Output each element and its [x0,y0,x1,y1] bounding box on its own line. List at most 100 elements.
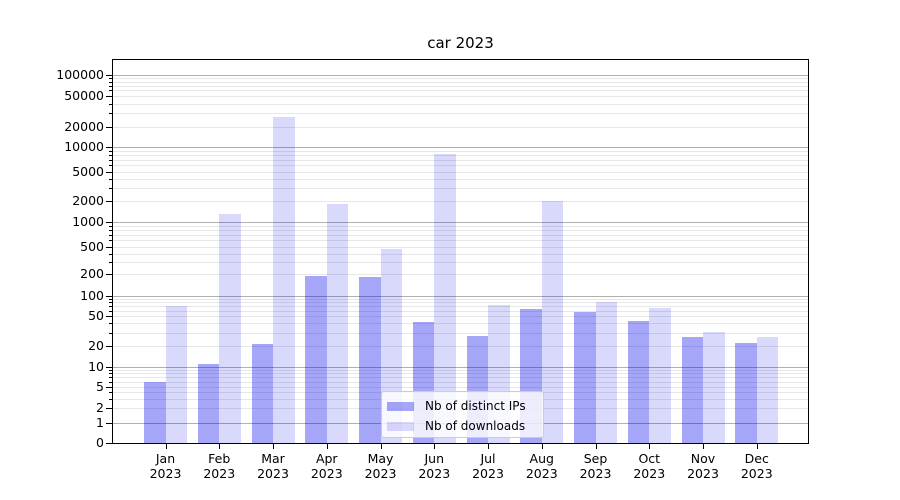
y-minor-tick [109,377,112,379]
minor-gridline [113,179,808,181]
bar-nb-of-downloads-jun [434,154,456,443]
bar-nb-of-distinct-ips-feb [197,364,220,443]
y-gridline [113,172,808,173]
y-gridline [113,147,808,148]
legend-label: Nb of downloads [425,419,526,433]
y-gridline [113,201,808,202]
y-gridline [113,127,808,128]
y-gridline [113,274,808,275]
y-tick-label: 20 [88,338,104,353]
minor-gridline [113,240,808,242]
y-tick [106,443,112,444]
minor-gridline [113,103,808,105]
y-minor-tick [109,103,112,105]
y-tick [106,423,112,424]
y-tick-label: 10000 [64,139,104,154]
y-minor-tick [109,299,112,301]
minor-gridline [113,81,808,83]
bar-nb-of-distinct-ips-apr [305,275,327,443]
y-tick-label: 1000 [72,214,104,229]
x-tick-label-dec: Dec 2023 [740,451,773,481]
y-minor-tick [109,150,112,152]
x-tick-label-aug: Aug 2023 [525,451,558,481]
x-tick [165,444,167,449]
y-tick [106,408,112,409]
minor-gridline [113,370,808,372]
y-tick-label: 5 [96,379,104,394]
minor-gridline [113,306,808,308]
bar-nb-of-distinct-ips-sep [574,311,596,443]
bar-nb-of-distinct-ips-oct [627,320,650,443]
y-minor-tick [109,370,112,372]
minor-gridline [113,299,808,301]
y-tick-label: 5000 [72,164,104,179]
legend-swatch [387,421,414,431]
y-tick [106,296,112,297]
x-tick-label-sep: Sep 2023 [579,451,612,481]
y-tick-label: 50000 [64,88,104,103]
y-minor-tick [109,78,112,80]
x-tick-label-apr: Apr 2023 [310,451,343,481]
minor-gridline [113,90,808,92]
y-minor-tick [109,113,112,115]
y-tick-label: 50 [88,308,104,323]
bar-nb-of-distinct-ips-dec [735,342,757,443]
y-tick-label: 1 [96,415,104,430]
y-minor-tick [109,90,112,92]
y-tick-label: 100 [80,288,104,303]
y-tick [106,127,112,128]
y-tick-label: 0 [96,435,104,450]
x-tick [326,444,328,449]
y-tick [106,247,112,248]
minor-gridline [113,262,808,264]
minor-gridline [113,188,808,190]
x-tick [273,444,274,449]
legend-swatch [387,401,414,411]
minor-gridline [113,381,808,383]
y-tick [106,222,112,223]
legend: Nb of distinct IPs Nb of downloads [381,391,544,438]
minor-gridline [113,78,808,80]
minor-gridline [113,323,808,325]
bar-nb-of-distinct-ips-jan [144,381,166,443]
x-tick [649,444,651,449]
bar-nb-of-distinct-ips-mar [251,344,273,443]
minor-gridline [113,113,808,115]
y-minor-tick [109,392,112,394]
minor-gridline [113,377,808,379]
bar-nb-of-distinct-ips-may [359,277,381,443]
minor-gridline [113,234,808,236]
minor-gridline [113,332,808,334]
plot-area: Nb of distinct IPs Nb of downloads [112,59,809,444]
y-minor-tick [109,381,112,383]
bar-nb-of-downloads-feb [219,214,241,443]
y-tick [106,387,112,388]
x-tick-label-mar: Mar 2023 [257,451,289,481]
x-tick-label-jun: Jun 2023 [418,451,451,481]
minor-gridline [113,159,808,161]
y-gridline [113,75,808,76]
legend-item: Nb of downloads [387,416,543,436]
y-tick [106,201,112,202]
y-minor-tick [109,225,112,227]
y-minor-tick [109,155,112,157]
y-tick [106,75,112,76]
x-tick [703,444,704,449]
y-minor-tick [109,398,112,400]
x-tick-label-jul: Jul 2023 [472,451,504,481]
y-minor-tick [109,373,112,375]
x-tick [488,444,489,449]
y-minor-tick [109,230,112,232]
y-minor-tick [109,302,112,304]
chart-title: car 2023 [427,34,494,52]
bar-nb-of-downloads-mar [273,116,295,443]
y-gridline [113,346,808,347]
x-tick-label-feb: Feb 2023 [203,451,236,481]
minor-gridline [113,165,808,167]
y-minor-tick [109,332,112,334]
x-tick [541,444,543,449]
y-minor-tick [109,179,112,181]
y-gridline [113,96,808,97]
y-tick [106,346,112,347]
